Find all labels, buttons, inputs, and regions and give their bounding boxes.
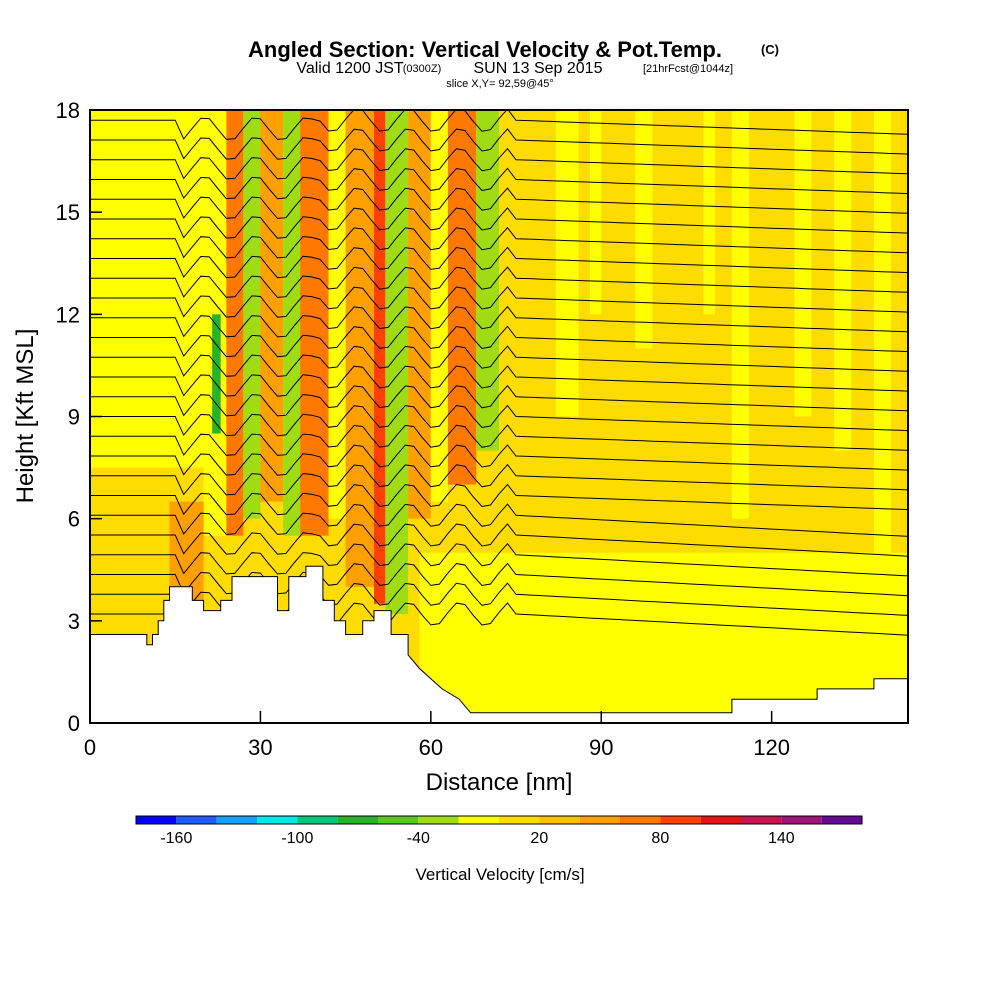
x-tick-label: 90 <box>589 735 613 760</box>
valid-time: Valid 1200 JST <box>296 60 404 77</box>
isentrope-line <box>90 246 908 279</box>
chart-title-tag: (C) <box>761 42 779 57</box>
isentrope-line <box>90 110 908 140</box>
y-tick-label: 15 <box>56 200 80 225</box>
isentrope-line <box>90 542 908 577</box>
velocity-band <box>260 110 284 502</box>
y-tick-label: 6 <box>68 507 80 532</box>
colorbar-swatch <box>458 816 499 824</box>
colorbar-swatch <box>579 816 620 824</box>
velocity-band <box>385 110 409 615</box>
isentrope-line <box>90 266 908 298</box>
potential-temperature-contours <box>90 110 908 636</box>
colorbar-swatch <box>176 816 217 824</box>
colorbar-label: 80 <box>651 830 669 847</box>
chart-title: Angled Section: Vertical Velocity & Pot.… <box>248 37 722 62</box>
x-tick-label: 120 <box>753 735 790 760</box>
isentrope-line <box>90 523 908 557</box>
colorbar-swatch <box>821 816 862 824</box>
isentrope-line <box>90 207 908 239</box>
colorbar-label: 140 <box>768 830 795 847</box>
colorbar-swatch <box>499 816 540 824</box>
field-streak <box>703 110 715 315</box>
valid-date: SUN 13 Sep 2015 <box>474 60 603 77</box>
isentrope-line <box>90 384 908 417</box>
x-axis: 0 30 60 90 120 <box>84 711 790 760</box>
colorbar-swatch <box>337 816 378 824</box>
isentrope-line <box>90 424 908 456</box>
isentrope-line <box>90 167 908 200</box>
velocity-band <box>408 110 431 519</box>
isentrope-line <box>90 365 908 397</box>
colorbar-swatch <box>216 816 257 824</box>
velocity-band <box>374 110 386 604</box>
colorbar-swatch <box>741 816 782 824</box>
velocity-band <box>328 110 346 519</box>
slice-info: slice X,Y= 92,59@45° <box>446 78 554 90</box>
colorbar-swatch <box>539 816 580 824</box>
x-tick-label: 60 <box>419 735 443 760</box>
colorbar-label: -160 <box>160 830 192 847</box>
velocity-band <box>243 110 261 519</box>
y-tick-label: 3 <box>68 609 80 634</box>
isentrope-line <box>90 305 908 338</box>
isentrope-line <box>90 226 908 259</box>
colorbar: -160 -100 -40 20 80 140 <box>135 815 863 847</box>
x-tick-label: 0 <box>84 735 96 760</box>
colorbar-swatch <box>297 816 338 824</box>
colorbar-swatch <box>700 816 741 824</box>
isentrope-line <box>90 345 908 377</box>
y-tick-label: 18 <box>56 98 80 123</box>
isentrope-line <box>90 286 908 318</box>
colorbar-label: -100 <box>281 830 313 847</box>
x-tick-label: 30 <box>248 735 272 760</box>
colorbar-swatch <box>620 816 661 824</box>
field-streak <box>635 110 653 349</box>
y-tick-label: 0 <box>68 711 80 736</box>
colorbar-swatch <box>378 816 419 824</box>
colorbar-swatch <box>660 816 701 824</box>
valid-zulu: (0300Z) <box>403 63 442 75</box>
colorbar-swatch <box>418 816 459 824</box>
isentrope-line <box>90 147 908 180</box>
field-region <box>90 110 204 468</box>
y-axis: 0 3 6 9 12 15 18 <box>56 98 102 736</box>
velocity-band <box>212 314 221 434</box>
isentrope-line <box>90 483 908 516</box>
colorbar-label: -40 <box>407 830 430 847</box>
terrain <box>89 565 909 724</box>
field-streak <box>731 110 749 519</box>
isentrope-line <box>90 562 908 597</box>
y-axis-label: Height [Kft MSL] <box>12 329 39 504</box>
terrain-mask <box>89 565 909 724</box>
isentrope-line <box>90 128 908 160</box>
velocity-band <box>226 110 244 536</box>
velocity-band <box>430 110 448 502</box>
field-streak <box>834 110 852 451</box>
plot-area <box>89 109 909 724</box>
colorbar-swatch <box>136 816 177 824</box>
colorbar-swatch <box>781 816 822 824</box>
colorbar-swatch <box>257 816 298 824</box>
field-streak <box>794 110 812 417</box>
isentrope-line <box>90 444 908 476</box>
field-streak <box>589 110 602 315</box>
isentrope-line <box>90 404 908 437</box>
forecast-info: [21hrFcst@1044z] <box>643 63 733 75</box>
colorbar-frame <box>135 815 863 825</box>
x-axis-label: Distance [nm] <box>426 769 573 796</box>
isentrope-line <box>90 503 908 537</box>
y-tick-label: 12 <box>56 302 80 327</box>
isentrope-line <box>90 325 908 358</box>
colorbar-title: Vertical Velocity [cm/s] <box>415 865 584 884</box>
velocity-band <box>283 110 301 536</box>
colorbar-label: 20 <box>530 830 548 847</box>
field-streak <box>555 110 579 417</box>
isentrope-line <box>90 463 908 496</box>
isentrope-line <box>90 187 908 219</box>
velocity-band <box>476 110 499 451</box>
y-tick-label: 9 <box>68 405 80 430</box>
